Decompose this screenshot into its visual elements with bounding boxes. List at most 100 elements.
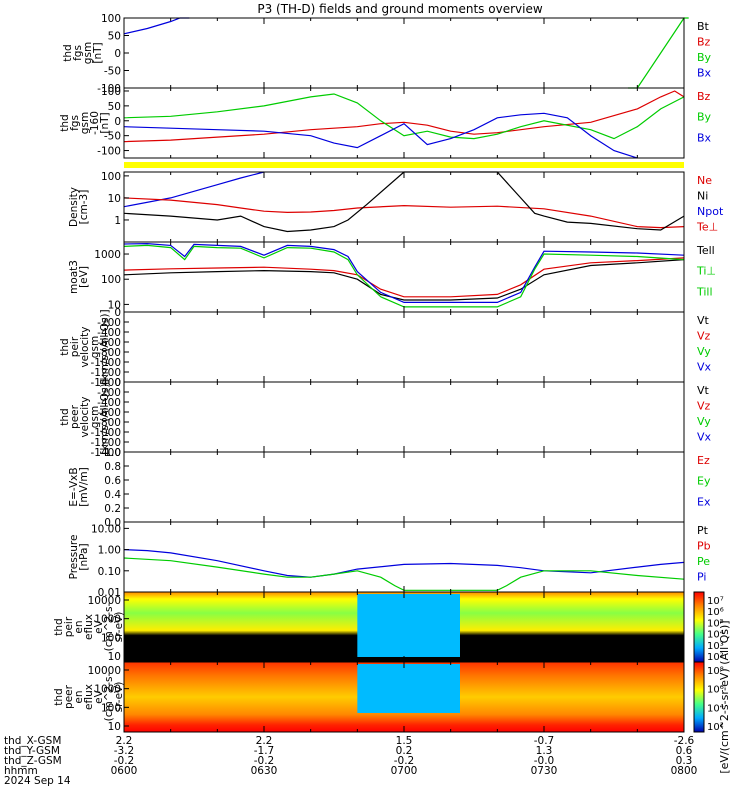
footer-value: -0.2 xyxy=(254,755,275,767)
legend-ez: Ez xyxy=(697,454,710,467)
y-axis-label: (cm^2-s- xyxy=(103,672,115,721)
legend-ne: Ne xyxy=(697,174,712,187)
series-te xyxy=(123,257,685,298)
footer-value: 0630 xyxy=(251,765,278,777)
footer-value: 1.5 xyxy=(396,735,413,747)
y-axis-label: (cm^2-s- xyxy=(103,602,115,651)
footer-value: 0700 xyxy=(391,765,418,777)
y-tick-label: -400 xyxy=(97,397,121,409)
legend-bt: Bt xyxy=(697,20,710,33)
y-tick-label: 1.0 xyxy=(104,447,121,459)
legend-ti: Ti⊥ xyxy=(696,265,716,278)
y-axis-label: Pressure xyxy=(68,535,80,580)
y-tick-label: 100 xyxy=(101,13,121,25)
legend-bz: Bz xyxy=(697,90,711,103)
y-axis-label: [km/s (All Qs)] xyxy=(99,309,111,384)
y-tick-label: 10.00 xyxy=(91,523,121,535)
panel-7: 1.0 0.8 0.6 0.4 0.2 0.0 E=-VxB[mV/m] Ez Ey Ex xyxy=(68,447,711,529)
colorbar-1 xyxy=(693,591,705,663)
legend-bz: Bz xyxy=(697,36,711,49)
y-axis-label: thd xyxy=(53,618,65,635)
footer-value: -0.0 xyxy=(534,755,555,767)
legend-pe: Pe xyxy=(697,555,710,568)
footer-value: 1.3 xyxy=(536,745,553,757)
series-till xyxy=(123,244,685,308)
y-axis-label: thd xyxy=(62,44,74,61)
legend-vt: Vt xyxy=(697,384,710,397)
y-axis-label: [nPa] xyxy=(78,543,90,570)
colorbar-tick: 10² xyxy=(707,722,724,733)
y-axis-label: [eV] xyxy=(78,266,90,288)
y-tick-label: -600 xyxy=(97,407,121,419)
y-axis-label: fgs xyxy=(69,115,81,131)
y-tick-label: 100 xyxy=(101,171,121,183)
footer-value: 0.3 xyxy=(676,755,693,767)
legend-vz: Vz xyxy=(697,330,711,343)
y-tick-label: -600 xyxy=(97,337,121,349)
y-tick-label: 100 xyxy=(101,86,121,98)
series-ne xyxy=(123,197,685,229)
y-tick-label: 0.10 xyxy=(98,566,121,578)
footer-row-label: thd_Z-GSM xyxy=(4,755,62,767)
panel-3: 100 10 1 Density[cm-3] Ne Ni Npot Te⊥ xyxy=(68,171,724,243)
y-axis-label: peir xyxy=(63,616,75,637)
y-tick-label: 50 xyxy=(108,31,121,43)
y-axis-label: en xyxy=(73,620,85,633)
y-tick-label: 0 xyxy=(114,307,121,319)
footer-row-label: 2024 Sep 14 xyxy=(4,775,71,787)
footer-value: 0730 xyxy=(531,765,558,777)
y-tick-label: 10 xyxy=(108,299,121,311)
legend-vx: Vx xyxy=(697,361,712,374)
panel-10: 10⁸ 10⁶ 10⁴ 10² 10000 1000 100 10 thdpeereneflux… xyxy=(53,661,724,733)
y-axis-label: peer xyxy=(69,404,81,429)
y-axis-label: gsm xyxy=(82,42,94,64)
legend-bx: Bx xyxy=(697,131,712,144)
legend-vt: Vt xyxy=(697,314,710,327)
legend-bx: Bx xyxy=(697,67,712,80)
y-axis-label: [mV/m] xyxy=(78,467,90,506)
panel-9: 10⁷10⁶10⁵10⁴10³10²10000100010010thdpeire… xyxy=(53,591,724,663)
y-tick-label: -1200 xyxy=(90,367,121,379)
series-bx xyxy=(123,17,190,35)
y-tick-label: 0.6 xyxy=(104,475,121,487)
status-bar xyxy=(124,162,684,168)
y-tick-label: 1 xyxy=(114,215,121,227)
y-tick-label: 50 xyxy=(108,101,121,113)
legend-ni: Ni xyxy=(697,190,708,203)
colorbar-label: [eV/(cm^2-s-sr-eV) (All Qs)] xyxy=(718,620,731,773)
series-ni xyxy=(123,171,685,233)
panel-5: 0-200-400-600-800-1000-1200-1400thdpeirv… xyxy=(59,307,712,389)
panel-frame xyxy=(123,451,685,523)
panel-4: 1000 100 10 moat3[eV] Tell Ti⊥ Till xyxy=(68,241,716,313)
footer-value: 0800 xyxy=(671,765,698,777)
y-tick-label: -100 xyxy=(97,146,121,158)
y-axis-label: gsm xyxy=(79,112,91,134)
legend-tell: Tell xyxy=(696,244,715,257)
colorbar-tick: 10⁸ xyxy=(707,666,724,677)
series-pe xyxy=(123,557,685,591)
legend-ex: Ex xyxy=(697,495,711,508)
legend-by: By xyxy=(697,111,712,124)
y-axis-label: [cm-3] xyxy=(78,190,90,225)
y-tick-label: -400 xyxy=(97,327,121,339)
y-tick-label: 0.4 xyxy=(104,489,121,501)
y-axis-label: thd xyxy=(59,338,71,355)
series-tell xyxy=(123,259,685,301)
y-tick-label: -1000 xyxy=(90,427,121,439)
colorbar-tick: 10⁷ xyxy=(707,596,724,607)
y-tick-label: 10 xyxy=(108,193,121,205)
y-axis-label: peer xyxy=(63,684,75,709)
y-tick-label: 0.2 xyxy=(104,503,121,515)
y-tick-label: -200 xyxy=(97,387,121,399)
footer-row-label: hhmm xyxy=(4,765,38,777)
y-axis-label: -160 xyxy=(89,111,101,135)
series-npot xyxy=(123,171,265,208)
panel-8: 10.00 1.00 0.10 0.01 Pressure[nPa] Pt Pb Pe Pi xyxy=(68,521,711,599)
footer-value: -0.7 xyxy=(534,735,555,747)
y-tick-label: 10 xyxy=(108,721,121,733)
y-tick-label: 10 xyxy=(108,651,121,663)
y-tick-label: 100 xyxy=(101,702,121,714)
